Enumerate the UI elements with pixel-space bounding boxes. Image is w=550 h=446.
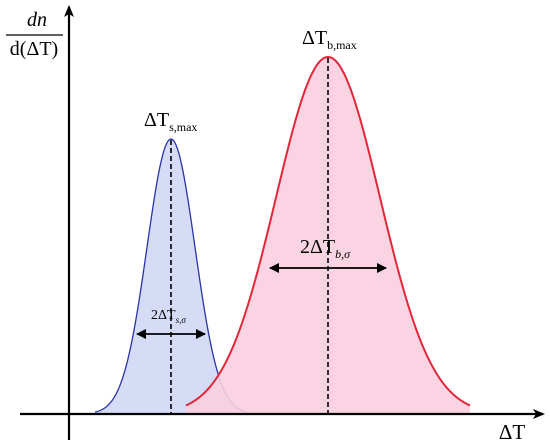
x-axis-label: ΔT: [499, 420, 526, 444]
wide-peak-curve: [185, 55, 471, 407]
wide-peak-max-label: ΔTb,max: [302, 27, 357, 52]
narrow-peak-max-label: ΔTs,max: [144, 109, 197, 134]
narrow-peak-width-label-main: 2ΔT: [151, 308, 176, 323]
narrow-peak-max-label-sub: s,max: [169, 120, 197, 134]
wide-peak-max-label-main: ΔT: [302, 27, 327, 49]
y-axis-label-denominator: d(ΔT): [10, 38, 58, 60]
narrow-peak-width-label: 2ΔTs,σ: [151, 308, 186, 325]
narrow-peak-max-label-main: ΔT: [144, 109, 169, 131]
y-axis-label-numerator: dn: [27, 9, 47, 31]
wide-peak-width-label-main: 2ΔT: [300, 236, 335, 258]
wide-peak-width-label: 2ΔTb,σ: [300, 236, 351, 261]
wide-peak-max-label-sub: b,max: [327, 38, 357, 52]
wide-peak-width-label-sub: b,σ: [335, 247, 351, 261]
narrow-peak-width-label-sub: s,σ: [176, 315, 187, 325]
